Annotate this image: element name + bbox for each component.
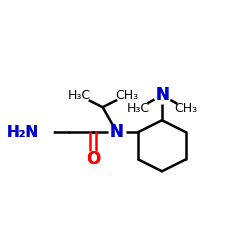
Text: H₂N: H₂N bbox=[6, 124, 38, 140]
Text: N: N bbox=[155, 86, 169, 104]
Text: CH₃: CH₃ bbox=[174, 102, 197, 115]
Text: CH₃: CH₃ bbox=[115, 89, 138, 102]
Text: H₃C: H₃C bbox=[127, 102, 150, 115]
Text: H₂N: H₂N bbox=[6, 124, 38, 140]
Text: N: N bbox=[110, 123, 124, 141]
Text: N: N bbox=[110, 123, 124, 141]
Text: N: N bbox=[155, 86, 169, 104]
Text: O: O bbox=[86, 150, 100, 168]
Text: H₃C: H₃C bbox=[67, 89, 90, 102]
Text: O: O bbox=[86, 150, 100, 168]
